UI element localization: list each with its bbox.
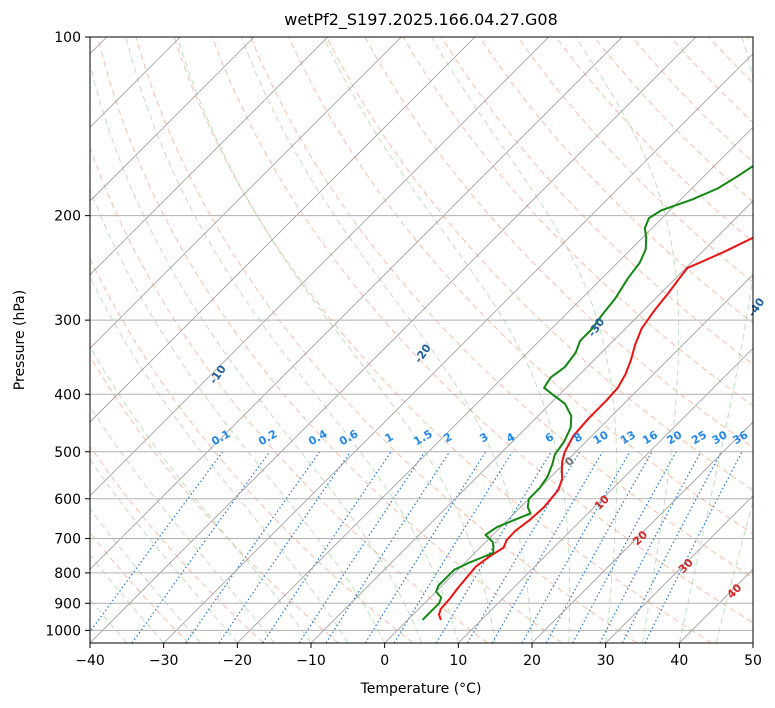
isotherm-line xyxy=(90,37,697,643)
x-tick-label: −10 xyxy=(296,653,326,669)
mixing-ratio-line xyxy=(521,451,631,643)
dry-adiabat-line xyxy=(135,37,638,643)
y-tick-label: 200 xyxy=(54,209,81,225)
plot-frame xyxy=(89,36,754,644)
moist-adiabat-line xyxy=(90,188,386,643)
isotherm-line xyxy=(605,495,753,643)
moist-adiabat-line xyxy=(125,37,459,643)
isotherm-line xyxy=(90,37,328,276)
dry-adiabat-line xyxy=(593,37,753,203)
dry-adiabat-line xyxy=(402,37,753,407)
x-tick-label: −20 xyxy=(223,653,253,669)
y-tick-label: 900 xyxy=(54,596,81,612)
isotherm-line xyxy=(90,37,549,497)
y-tick-label: 400 xyxy=(54,387,81,403)
moist-adiabat-line xyxy=(431,37,618,643)
isotherm-line xyxy=(237,126,753,643)
isotherm-line xyxy=(310,200,753,643)
mixing-ratio-line xyxy=(185,451,321,643)
series-layer xyxy=(421,164,753,621)
y-tick-label: 1000 xyxy=(45,623,81,639)
x-tick-label: −40 xyxy=(75,653,105,669)
axis-ticks: −40 −30 −20 −10 0 10 20 30 40 50 100 200 300 400 500 60… xyxy=(45,30,762,669)
mixing-ratio-line xyxy=(393,451,513,643)
isotherm-line xyxy=(384,274,753,643)
moist-adiabat-line xyxy=(90,275,349,643)
x-tick-label: 30 xyxy=(597,653,615,669)
dry-adiabat-line xyxy=(517,37,753,283)
x-tick-label: 40 xyxy=(670,653,688,669)
dry-adiabat-line xyxy=(288,37,753,535)
x-tick-label: 50 xyxy=(744,653,762,669)
isotherm-line xyxy=(90,37,402,349)
x-axis-label: Temperature (°C) xyxy=(360,681,482,697)
dry-adiabat-line xyxy=(90,257,414,643)
moist-adiabat-line xyxy=(90,554,165,643)
dry-adiabat-line xyxy=(90,445,264,643)
mixing-ratio-line xyxy=(218,451,351,643)
chart-title: wetPf2_S197.2025.166.04.27.G08 xyxy=(284,10,558,30)
y-tick-label: 700 xyxy=(54,532,81,548)
y-axis-label: Pressure (hPa) xyxy=(12,290,28,390)
y-tick-label: 600 xyxy=(54,492,81,508)
dewpoint-profile-line xyxy=(421,164,753,621)
dry-adiabat-line xyxy=(97,37,563,643)
moist-adiabat-line xyxy=(176,37,496,643)
y-tick-label: 100 xyxy=(54,30,81,46)
dry-adiabat-line xyxy=(364,37,753,449)
moist-adiabat-line xyxy=(678,37,753,643)
mixing-ratio-line xyxy=(572,451,677,643)
isotherm-line xyxy=(90,37,255,202)
moist-adiabat-line xyxy=(240,37,533,643)
dry-adiabat-line xyxy=(631,37,753,163)
isotherm-line xyxy=(90,37,476,423)
isotherm-line xyxy=(531,421,753,643)
y-tick-label: 800 xyxy=(54,566,81,582)
y-tick-label: 300 xyxy=(54,313,81,329)
moist-adiabat-line xyxy=(90,62,422,643)
mixing-ratio-line xyxy=(325,451,451,643)
mixing-ratio-line xyxy=(131,451,271,643)
mixing-ratio-line xyxy=(364,451,487,643)
dry-adiabat-line xyxy=(211,37,753,624)
mixing-ratio-line xyxy=(435,451,552,643)
mixing-ratio-line xyxy=(491,451,604,643)
moist-adiabat-line xyxy=(715,499,753,643)
x-tick-label: 20 xyxy=(523,653,541,669)
x-tick-label: 0 xyxy=(380,653,389,669)
isotherm-line xyxy=(752,642,753,643)
moist-adiabat-line xyxy=(90,507,201,643)
moist-adiabat-line xyxy=(323,37,571,643)
moist-adiabat-line xyxy=(90,598,128,643)
moist-adiabat-line xyxy=(90,458,238,643)
y-tick-label: 500 xyxy=(54,445,81,461)
x-tick-label: −30 xyxy=(149,653,179,669)
isotherm-line xyxy=(458,347,753,643)
dry-adiabat-line xyxy=(173,37,712,643)
background-lines xyxy=(90,37,753,643)
isotherm-line xyxy=(90,37,623,570)
x-tick-label: 10 xyxy=(449,653,467,669)
moist-adiabat-line xyxy=(90,405,275,643)
isotherm-line xyxy=(163,53,753,643)
temperature-profile-line xyxy=(438,236,753,621)
dry-adiabat-line xyxy=(479,37,753,324)
plot-area-background xyxy=(90,37,753,643)
dry-adiabat-line xyxy=(326,37,753,492)
